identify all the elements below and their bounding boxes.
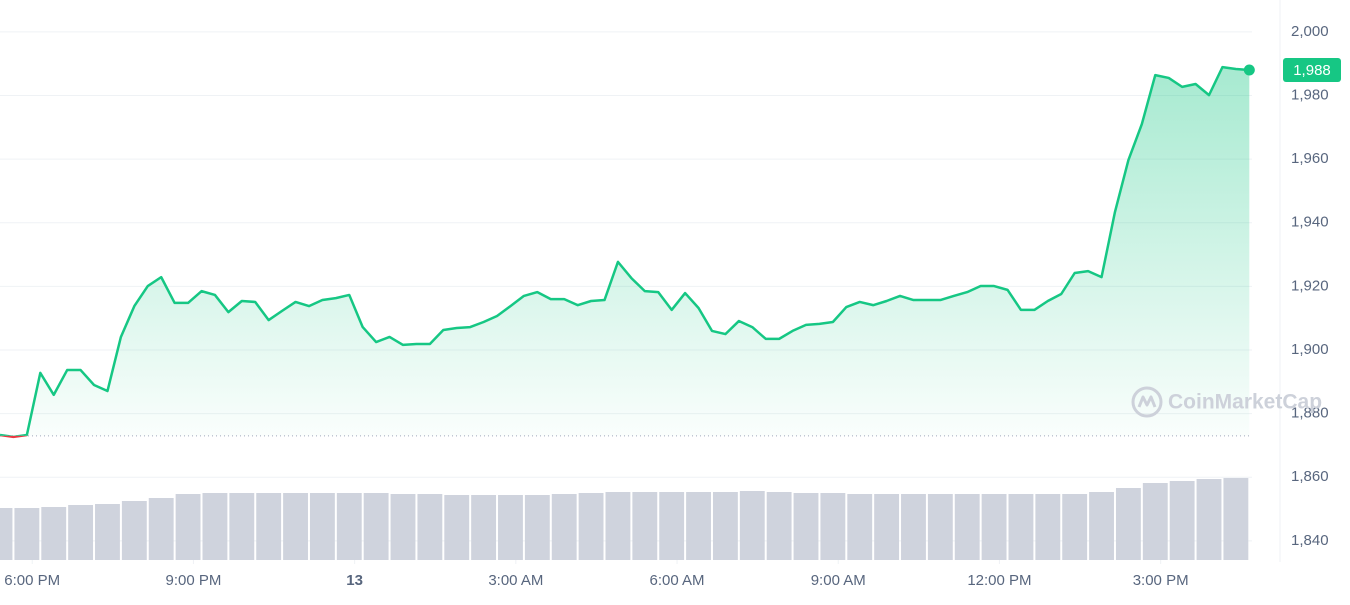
y-tick-label: 1,840: [1291, 532, 1329, 549]
volume-bar: [847, 494, 873, 560]
volume-bar: [605, 492, 631, 560]
x-tick-label: 9:00 AM: [811, 572, 866, 589]
watermark-logo: [1131, 386, 1163, 418]
volume-bar: [283, 493, 308, 560]
x-tick-label: 13: [346, 572, 363, 589]
x-tick-label: 3:00 AM: [488, 572, 543, 589]
current-price-badge: [1283, 58, 1341, 82]
y-tick-label: 2,000: [1291, 23, 1329, 40]
y-tick-label: 1,960: [1291, 150, 1329, 167]
x-tick-label: 6:00 PM: [4, 572, 60, 589]
x-tick-label: 3:00 PM: [1133, 572, 1189, 589]
price-area: [0, 67, 1250, 436]
volume-bar: [901, 494, 926, 560]
volume-bar: [1142, 483, 1168, 560]
volume-bar: [202, 493, 228, 560]
volume-bar: [471, 495, 497, 560]
volume-bar: [1223, 478, 1249, 560]
x-tick-label: 6:00 AM: [650, 572, 705, 589]
y-tick-label: 1,900: [1291, 341, 1329, 358]
watermark: CoinMarketCap: [1131, 386, 1322, 418]
watermark-text: CoinMarketCap: [1168, 391, 1322, 414]
volume-bar: [766, 492, 792, 560]
volume-bar: [121, 501, 147, 560]
y-tick-label: 1,940: [1291, 214, 1329, 231]
volume-bar: [1115, 488, 1141, 560]
volume-bar: [686, 492, 711, 560]
y-tick-label: 1,920: [1291, 277, 1329, 294]
volume-bar: [793, 493, 819, 560]
volume-bar: [927, 494, 953, 560]
volume-bar: [874, 494, 900, 560]
volume-bar: [981, 494, 1007, 560]
volume-bar: [1008, 494, 1034, 560]
volume-bar: [363, 493, 389, 560]
volume-bar: [712, 492, 738, 560]
volume-bar: [68, 505, 94, 560]
volume-bar: [229, 493, 255, 560]
volume-bar: [309, 493, 335, 560]
volume-bar: [578, 493, 604, 560]
volume-bar: [1089, 492, 1114, 560]
volume-bar: [1196, 479, 1222, 560]
volume-bar: [148, 498, 174, 560]
volume-bar: [417, 494, 443, 560]
volume-bar: [1062, 494, 1088, 560]
volume-bar: [632, 492, 658, 560]
last-point: [1243, 64, 1255, 76]
axes: 1,840 1,860 1,880 1,900 1,920 1,940 1,960 1,980…: [4, 23, 1341, 589]
current-price-label: 1,988: [1293, 62, 1331, 79]
y-tick-label: 1,880: [1291, 405, 1329, 422]
price-line-up: [0, 65, 1250, 436]
volume-bar: [659, 492, 685, 560]
y-tick-label: 1,980: [1291, 86, 1329, 103]
watermark-logo-mark: [1137, 395, 1157, 408]
volume-bar: [1169, 481, 1195, 560]
volume-bars: [0, 478, 1249, 560]
volume-bar: [41, 507, 67, 560]
volume-bar: [524, 495, 550, 560]
volume-bar: [175, 494, 201, 560]
x-tick-label: 9:00 PM: [166, 572, 222, 589]
volume-bar: [256, 493, 282, 560]
volume-bar: [0, 508, 13, 560]
volume-bar: [820, 493, 846, 560]
price-line: [0, 64, 1255, 439]
volume-bar: [551, 494, 577, 560]
volume-bar: [14, 508, 40, 560]
volume-bar: [1035, 494, 1061, 560]
y-tick-label: 1,860: [1291, 468, 1329, 485]
volume-bar: [390, 494, 416, 560]
volume-bar: [95, 504, 120, 560]
volume-bar: [444, 495, 470, 560]
volume-bar: [954, 494, 980, 560]
volume-bar: [498, 495, 523, 560]
x-tick-label: 12:00 PM: [967, 572, 1031, 589]
volume-bar: [336, 493, 362, 560]
volume-bar: [739, 491, 765, 560]
